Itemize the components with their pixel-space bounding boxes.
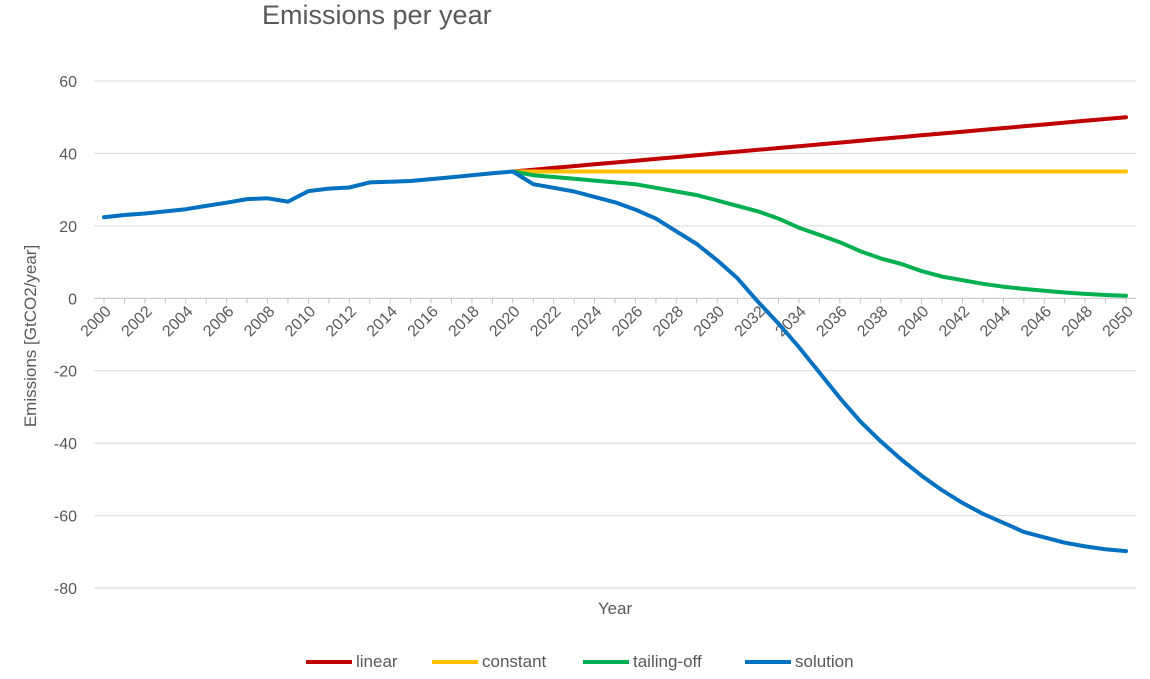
x-tick-label: 2002 — [119, 303, 156, 340]
x-tick-label: 2022 — [527, 303, 564, 340]
x-tick-label: 2018 — [446, 303, 483, 340]
y-tick-label: 40 — [59, 146, 77, 163]
x-tick-label: 2010 — [282, 303, 319, 340]
x-axis-tick-labels: 2000 2002 2004 2006 2008 2010 2012 2014 2016 2018… — [78, 303, 1137, 340]
x-tick-label: 2014 — [364, 303, 401, 340]
series-line-linear — [510, 115, 1128, 174]
y-tick-label: 60 — [59, 74, 77, 91]
legend-swatch-constant — [432, 660, 478, 664]
x-tick-label: 2016 — [405, 303, 442, 340]
x-tick-label: 2050 — [1100, 303, 1137, 340]
y-tick-label: -40 — [54, 436, 77, 453]
legend-label-linear: linear — [356, 652, 398, 671]
y-tick-label: 0 — [68, 291, 77, 308]
x-axis-label: Year — [598, 599, 633, 618]
legend-item-constant: constant — [432, 652, 546, 672]
x-tick-label: 2004 — [159, 303, 196, 340]
legend-item-linear: linear — [306, 652, 398, 672]
gridlines — [94, 80, 1136, 589]
legend-label-tailing-off: tailing-off — [633, 652, 702, 671]
series-lines — [102, 115, 1128, 554]
x-tick-label: 2020 — [486, 303, 523, 340]
x-tick-label: 2026 — [609, 303, 646, 340]
x-tick-label: 2012 — [323, 303, 360, 340]
series-line-tailing-off — [510, 169, 1128, 298]
y-axis-tick-labels: 60 40 20 0 -20 -40 -60 -80 — [54, 74, 77, 598]
x-tick-label: 2006 — [200, 303, 237, 340]
y-tick-label: 20 — [59, 219, 77, 236]
legend: linear constant tailing-off solution — [0, 652, 1150, 676]
x-tick-label: 2046 — [1018, 303, 1055, 340]
y-tick-label: -80 — [54, 581, 77, 598]
x-tick-label: 2000 — [78, 303, 115, 340]
series-line-solution — [102, 169, 1128, 554]
y-tick-label: -20 — [54, 364, 77, 381]
x-tick-label: 2040 — [895, 303, 932, 340]
legend-swatch-linear — [306, 660, 352, 664]
x-tick-label: 2024 — [568, 303, 605, 340]
legend-swatch-tailing-off — [583, 660, 629, 664]
legend-item-tailing-off: tailing-off — [583, 652, 702, 672]
legend-item-solution: solution — [745, 652, 854, 672]
chart-title: Emissions per year — [262, 0, 492, 30]
x-tick-label: 2030 — [691, 303, 728, 340]
legend-swatch-solution — [745, 660, 791, 664]
x-tick-label: 2042 — [936, 303, 973, 340]
x-tick-label: 2036 — [813, 303, 850, 340]
x-tick-label: 2008 — [241, 303, 278, 340]
legend-label-solution: solution — [795, 652, 854, 671]
x-tick-label: 2048 — [1059, 303, 1096, 340]
y-axis-label: Emissions [GtCO2/year] — [21, 245, 40, 427]
x-tick-label: 2028 — [650, 303, 687, 340]
legend-label-constant: constant — [482, 652, 547, 671]
y-tick-label: -60 — [54, 509, 77, 526]
x-tick-label: 2038 — [854, 303, 891, 340]
x-tick-label: 2044 — [977, 303, 1014, 340]
